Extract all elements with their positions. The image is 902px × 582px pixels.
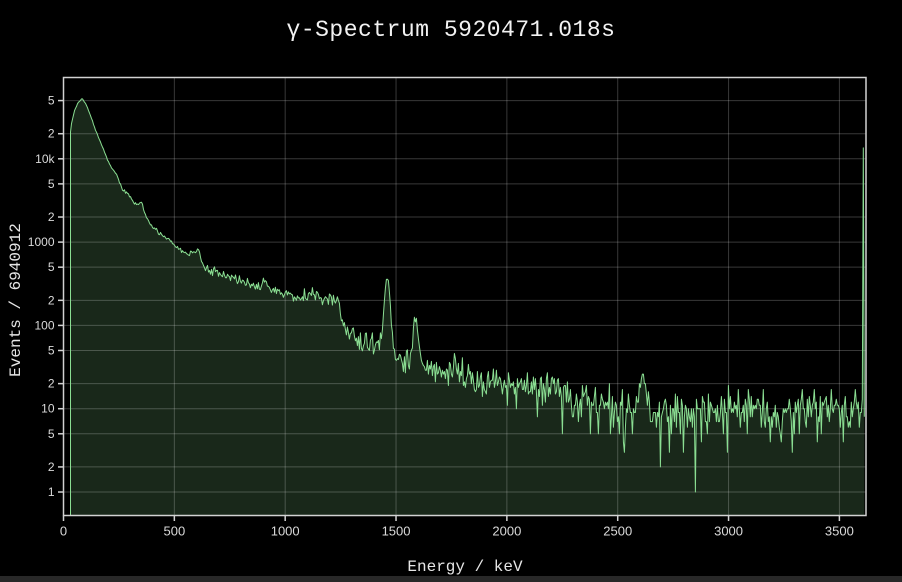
svg-text:1500: 1500 — [382, 524, 411, 539]
svg-text:5: 5 — [48, 177, 55, 191]
svg-text:2: 2 — [48, 127, 55, 141]
spectrum-area — [70, 98, 865, 516]
x-tick-labels: 0 500 1000 1500 2000 2500 3000 3500 — [60, 524, 854, 539]
svg-text:3000: 3000 — [714, 524, 743, 539]
svg-text:2: 2 — [48, 210, 55, 224]
svg-text:10k: 10k — [35, 152, 55, 166]
svg-text:5: 5 — [48, 427, 55, 441]
svg-text:2: 2 — [48, 293, 55, 307]
svg-text:100: 100 — [34, 318, 54, 332]
spectrum-line — [70, 98, 865, 516]
chart-title: γ-Spectrum 5920471.018s — [286, 17, 616, 43]
svg-text:2000: 2000 — [492, 524, 521, 539]
svg-text:0: 0 — [60, 524, 67, 539]
svg-text:500: 500 — [163, 524, 185, 539]
plot-area[interactable] — [63, 77, 867, 516]
axis-frame — [62, 76, 867, 517]
svg-text:1000: 1000 — [28, 235, 55, 249]
y-axis-title: Events / 6940912 — [7, 223, 25, 377]
tick-marks — [58, 99, 841, 521]
svg-text:1: 1 — [48, 485, 55, 499]
svg-text:5: 5 — [48, 94, 55, 108]
svg-text:10: 10 — [41, 402, 55, 416]
svg-text:2: 2 — [48, 460, 55, 474]
svg-text:5: 5 — [48, 260, 55, 274]
window-bottom-edge — [0, 576, 902, 582]
svg-text:1000: 1000 — [271, 524, 300, 539]
svg-text:3500: 3500 — [825, 524, 854, 539]
x-axis-title: Energy / keV — [407, 558, 523, 576]
y-tick-labels: 1 2 5 10 2 5 100 2 5 1000 2 5 10k 2 5 — [28, 94, 56, 499]
svg-text:5: 5 — [48, 343, 55, 357]
svg-text:2: 2 — [48, 377, 55, 391]
svg-text:2500: 2500 — [603, 524, 632, 539]
